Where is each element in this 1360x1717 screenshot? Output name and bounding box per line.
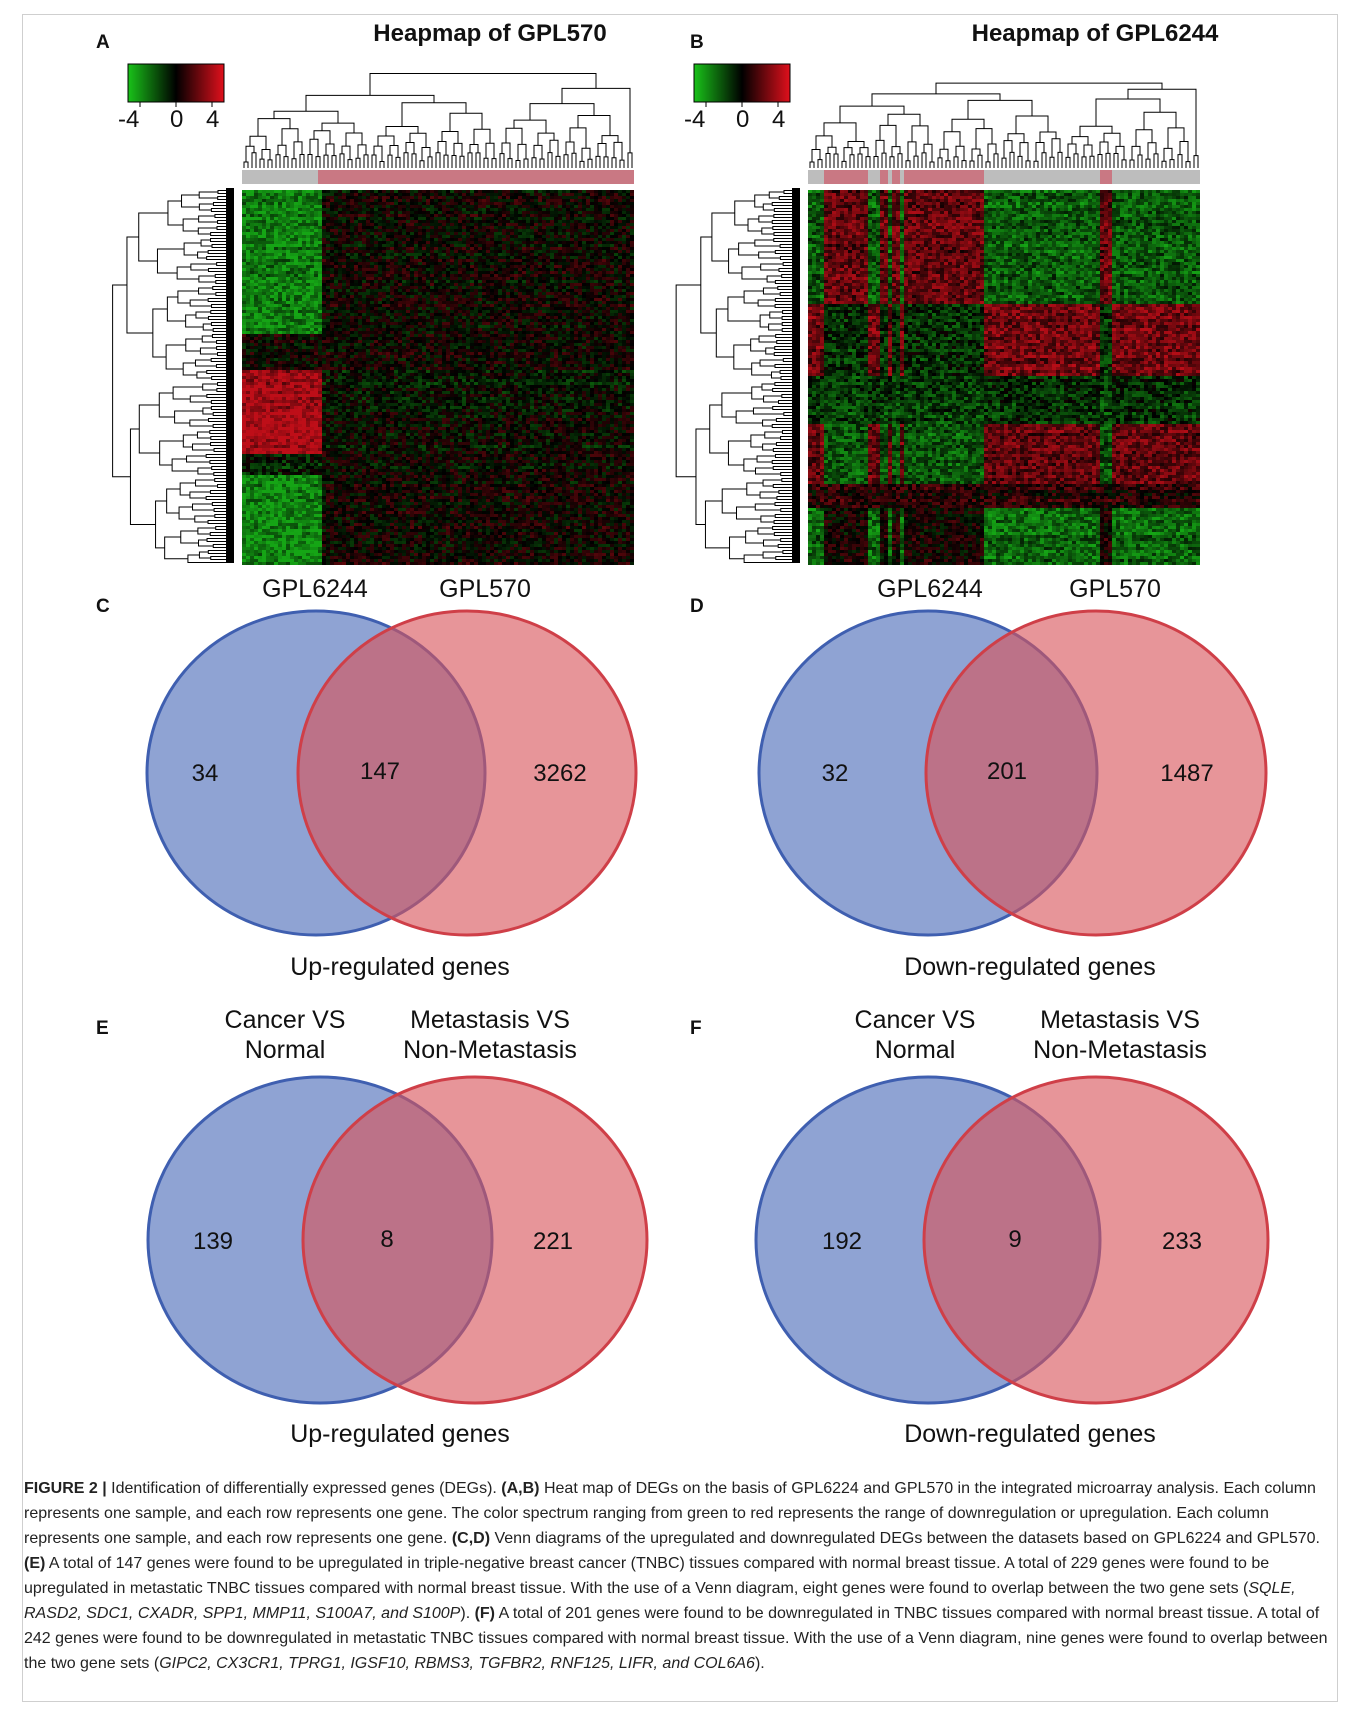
venn-e-overlap: 8	[342, 1226, 432, 1254]
row-dendrogram-a	[112, 188, 234, 563]
scale-max-a: 4	[206, 106, 219, 134]
venn-e-right-label: Metastasis VS Non-Metastasis	[390, 1005, 590, 1065]
venn-diagram-f	[754, 1075, 1270, 1405]
caption-text-5: ).	[460, 1605, 474, 1622]
venn-f-right-set	[922, 1075, 1270, 1405]
venn-f-left-label-line2: Normal	[830, 1035, 1000, 1065]
venn-e-right-label-line1: Metastasis VS	[390, 1005, 590, 1035]
figure-frame	[22, 14, 1338, 1702]
venn-f-left-label-line1: Cancer VS	[830, 1005, 1000, 1035]
venn-f-left-only: 192	[797, 1228, 887, 1256]
venn-f-right-label-line2: Non-Metastasis	[1020, 1035, 1220, 1065]
panel-letter-a: A	[96, 32, 110, 54]
venn-diagram-e	[146, 1075, 649, 1405]
row-dendrogram-b	[675, 188, 800, 563]
venn-c-right-label: GPL570	[410, 574, 560, 604]
scale-mid-b: 0	[736, 106, 749, 134]
venn-e-left-only: 139	[168, 1228, 258, 1256]
caption-text-1: Identification of differentially express…	[107, 1480, 502, 1497]
panel-letter-f: F	[690, 1018, 702, 1040]
sample-group-bar-a	[242, 170, 634, 184]
venn-e-right-only: 221	[508, 1228, 598, 1256]
venn-f-caption: Down-regulated genes	[870, 1420, 1190, 1449]
caption-ref-cd: (C,D)	[452, 1530, 490, 1547]
venn-f-overlap: 9	[970, 1226, 1060, 1254]
scale-min-a: -4	[118, 106, 139, 134]
heatmap-grid-b	[808, 190, 1200, 565]
venn-diagram-c	[145, 609, 638, 937]
color-key-b	[693, 63, 791, 107]
venn-e-caption: Up-regulated genes	[240, 1420, 560, 1449]
heatmap-title-a: Heapmap of GPL570	[300, 20, 680, 48]
caption-text-4: A total of 147 genes were found to be up…	[24, 1555, 1269, 1597]
venn-c-left-label: GPL6244	[240, 574, 390, 604]
venn-e-left-label-line1: Cancer VS	[200, 1005, 370, 1035]
column-dendrogram-b	[809, 82, 1199, 168]
venn-c-caption: Up-regulated genes	[240, 953, 560, 982]
venn-f-left-label: Cancer VS Normal	[830, 1005, 1000, 1065]
caption-text-6: A total of 201 genes were found to be do…	[24, 1605, 1328, 1672]
venn-d-left-label: GPL6244	[855, 574, 1005, 604]
venn-c-overlap: 147	[335, 758, 425, 786]
venn-d-right-set	[924, 609, 1268, 937]
venn-d-right-only: 1487	[1142, 760, 1232, 788]
venn-f-right-label: Metastasis VS Non-Metastasis	[1020, 1005, 1220, 1065]
color-key-a	[127, 63, 225, 107]
caption-genes-f: GIPC2, CX3CR1, TPRG1, IGSF10, RBMS3, TGF…	[159, 1655, 755, 1672]
venn-c-right-only: 3262	[515, 760, 605, 788]
venn-f-right-only: 233	[1137, 1228, 1227, 1256]
caption-genes-e: SQLE, RASD2, SDC1, CXADR, SPP1, MMP11, S…	[24, 1580, 1296, 1622]
panel-letter-b: B	[690, 32, 704, 54]
venn-d-caption: Down-regulated genes	[870, 953, 1190, 982]
caption-ref-ab: (A,B)	[501, 1480, 539, 1497]
caption-figure-label: FIGURE 2 |	[24, 1480, 107, 1497]
caption-text-3: Venn diagrams of the upregulated and dow…	[490, 1530, 1319, 1547]
column-dendrogram-a	[243, 73, 633, 168]
venn-e-left-label-line2: Normal	[200, 1035, 370, 1065]
venn-d-left-only: 32	[790, 760, 880, 788]
scale-max-b: 4	[772, 106, 785, 134]
venn-d-overlap: 201	[962, 758, 1052, 786]
heatmap-title-b: Heapmap of GPL6244	[900, 20, 1290, 48]
scale-min-b: -4	[684, 106, 705, 134]
figure-caption: FIGURE 2 | Identification of differentia…	[24, 1476, 1336, 1676]
sample-group-bar-b	[808, 170, 1200, 184]
venn-e-left-label: Cancer VS Normal	[200, 1005, 370, 1065]
venn-e-right-set	[301, 1075, 649, 1405]
caption-text-7: ).	[755, 1655, 765, 1672]
venn-c-right-set	[296, 609, 638, 937]
caption-ref-f: (F)	[475, 1605, 495, 1622]
scale-mid-a: 0	[170, 106, 183, 134]
panel-letter-e: E	[96, 1018, 109, 1040]
venn-e-right-label-line2: Non-Metastasis	[390, 1035, 590, 1065]
venn-d-right-label: GPL570	[1040, 574, 1190, 604]
venn-diagram-d	[757, 609, 1268, 937]
panel-letter-d: D	[690, 596, 704, 618]
venn-c-left-only: 34	[160, 760, 250, 788]
panel-letter-c: C	[96, 596, 110, 618]
venn-f-right-label-line1: Metastasis VS	[1020, 1005, 1220, 1035]
caption-text-2: Heat map of DEGs on the basis of GPL6224…	[24, 1480, 1316, 1547]
heatmap-grid-a	[242, 190, 634, 565]
caption-ref-e: (E)	[24, 1555, 45, 1572]
